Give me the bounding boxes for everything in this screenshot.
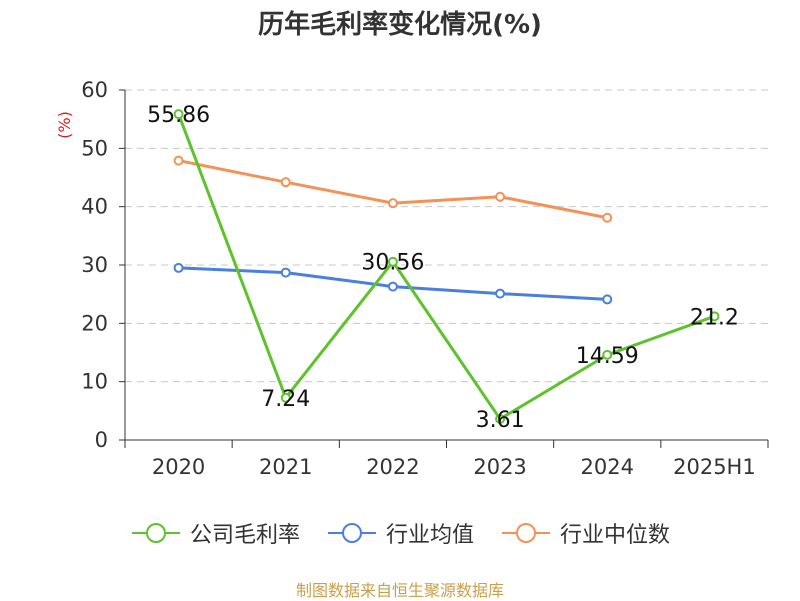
legend-item-company[interactable]: 公司毛利率 — [130, 517, 300, 549]
data-label: 14.59 — [576, 344, 639, 369]
legend-marker-industry-median — [502, 523, 550, 543]
data-point-0 — [173, 109, 184, 120]
legend: 公司毛利率 行业均值 行业中位数 — [0, 517, 800, 549]
legend-marker-industry-mean — [327, 523, 376, 543]
y-tick-label: 20 — [81, 311, 108, 335]
data-point-1 — [495, 288, 506, 299]
data-point-0 — [495, 413, 506, 424]
legend-marker-company — [131, 523, 180, 543]
data-point-1 — [173, 262, 184, 273]
x-tick-label: 2022 — [366, 455, 419, 479]
data-point-2 — [280, 177, 291, 188]
y-tick-label: 30 — [81, 253, 108, 277]
y-axis-label: (%) — [55, 111, 74, 139]
series-line-0 — [177, 113, 715, 421]
data-point-2 — [495, 191, 506, 202]
data-point-0 — [709, 311, 720, 322]
x-tick-label: 2023 — [473, 455, 526, 479]
y-tick-label: 60 — [81, 78, 108, 102]
legend-item-industry-median[interactable]: 行业中位数 — [500, 517, 670, 549]
data-label: 3.61 — [476, 408, 525, 433]
data-point-0 — [387, 256, 398, 267]
x-tick-label: 2024 — [581, 455, 634, 479]
y-tick-label: 0 — [95, 428, 108, 452]
y-tick-label: 40 — [81, 195, 108, 219]
legend-label-industry-mean: 行业均值 — [385, 523, 474, 548]
data-point-1 — [602, 294, 613, 305]
data-point-1 — [280, 267, 291, 278]
x-tick-label: 2021 — [259, 455, 312, 479]
y-tick-label: 10 — [81, 370, 108, 394]
x-tick-label: 2020 — [152, 455, 205, 479]
x-tick-label: 2025H1 — [673, 455, 756, 479]
data-label: 21.2 — [690, 305, 739, 330]
data-label: 7.24 — [261, 387, 310, 412]
legend-label-industry-median: 行业中位数 — [560, 523, 671, 548]
data-point-0 — [602, 349, 613, 360]
data-label: 30.56 — [361, 251, 424, 276]
data-point-2 — [173, 155, 184, 166]
y-tick-label: 50 — [81, 136, 108, 160]
data-source-note: 制图数据来自恒生聚源数据库 — [295, 581, 504, 600]
data-point-0 — [280, 392, 291, 403]
data-point-2 — [387, 198, 398, 209]
chart-title: 历年毛利率变化情况(%) — [258, 10, 542, 40]
legend-label-company: 公司毛利率 — [189, 523, 300, 548]
series-line-2 — [178, 159, 608, 220]
data-label: 55.86 — [147, 103, 210, 128]
data-point-1 — [387, 281, 398, 292]
legend-item-industry-mean[interactable]: 行业均值 — [326, 517, 474, 549]
data-point-2 — [602, 212, 613, 223]
